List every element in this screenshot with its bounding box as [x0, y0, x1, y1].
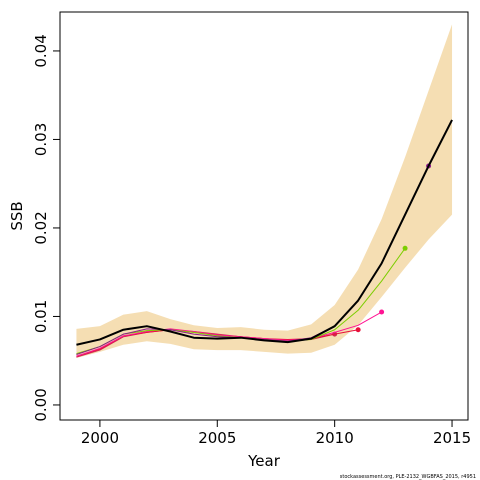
end-marker [379, 309, 385, 315]
y-axis-label: SSB [8, 201, 26, 230]
y-tick-label: 0.02 [32, 211, 50, 244]
x-tick-label: 2015 [433, 429, 471, 447]
series-line [76, 119, 453, 346]
y-tick-label: 0.01 [32, 300, 50, 333]
series-line [76, 311, 382, 357]
x-axis-label: Year [247, 452, 281, 470]
x-tick-label: 2010 [316, 429, 354, 447]
end-marker [402, 245, 408, 251]
x-tick-label: 2005 [198, 429, 236, 447]
plot-frame [59, 11, 469, 421]
y-tick-label: 0.03 [32, 123, 50, 156]
end-marker [355, 327, 361, 333]
y-tick-label: 0.00 [32, 388, 50, 421]
y-tick-label: 0.04 [32, 34, 50, 67]
footer: stockassessment.org, PLE-2132_WGBFAS_201… [340, 474, 476, 480]
x-tick-label: 2000 [81, 429, 119, 447]
confidence-band [76, 24, 453, 359]
